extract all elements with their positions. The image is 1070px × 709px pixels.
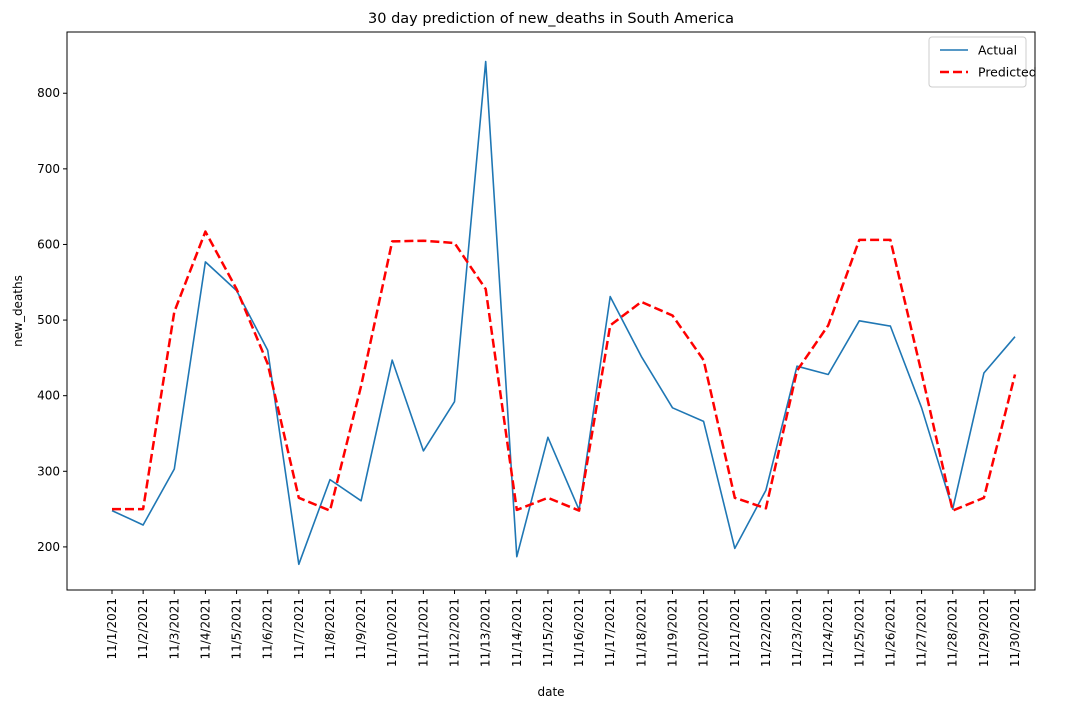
x-tick-label: 11/22/2021 bbox=[759, 598, 773, 667]
x-tick-label: 11/16/2021 bbox=[572, 598, 586, 667]
x-tick-label: 11/26/2021 bbox=[883, 598, 897, 667]
y-tick-label: 500 bbox=[37, 313, 60, 327]
x-tick-label: 11/30/2021 bbox=[1008, 598, 1022, 667]
series-line-actual bbox=[111, 60, 1016, 566]
x-tick-label: 11/4/2021 bbox=[198, 598, 212, 660]
y-axis: 200 300 400 500 600 700 800 bbox=[37, 86, 67, 554]
x-tick-label: 11/18/2021 bbox=[634, 598, 648, 667]
x-tick-label: 11/27/2021 bbox=[915, 598, 929, 667]
x-tick-label: 11/17/2021 bbox=[603, 598, 617, 667]
series-line-predicted bbox=[112, 230, 1017, 512]
x-tick-label: 11/20/2021 bbox=[697, 598, 711, 667]
y-tick-label: 700 bbox=[37, 162, 60, 176]
x-tick-label: 11/14/2021 bbox=[510, 598, 524, 667]
x-tick-label: 11/21/2021 bbox=[728, 598, 742, 667]
x-tick-label: 11/28/2021 bbox=[946, 598, 960, 667]
y-tick-label: 300 bbox=[37, 464, 60, 478]
y-axis-title: new_deaths bbox=[11, 275, 25, 347]
y-tick-label: 600 bbox=[37, 237, 60, 251]
x-tick-label: 11/2/2021 bbox=[136, 598, 150, 660]
x-tick-label: 11/8/2021 bbox=[323, 598, 337, 660]
x-tick-label: 11/24/2021 bbox=[821, 598, 835, 667]
legend-label-predicted: Predicted bbox=[978, 65, 1037, 80]
legend-label-actual: Actual bbox=[978, 43, 1017, 58]
plot-frame bbox=[66, 31, 1036, 591]
x-axis: 11/1/2021 11/2/2021 11/3/2021 11/4/2021 11/5… bbox=[105, 590, 1022, 667]
x-tick-label: 11/11/2021 bbox=[416, 598, 430, 667]
x-tick-label: 11/12/2021 bbox=[448, 598, 462, 667]
x-tick-label: 11/10/2021 bbox=[385, 598, 399, 667]
x-tick-label: 11/19/2021 bbox=[665, 598, 679, 667]
x-tick-label: 11/6/2021 bbox=[261, 598, 275, 660]
x-tick-label: 11/13/2021 bbox=[479, 598, 493, 667]
x-tick-label: 11/9/2021 bbox=[354, 598, 368, 660]
x-tick-label: 11/23/2021 bbox=[790, 598, 804, 667]
x-tick-label: 11/29/2021 bbox=[977, 598, 991, 667]
x-tick-label: 11/25/2021 bbox=[852, 598, 866, 667]
chart-title: 30 day prediction of new_deaths in South… bbox=[368, 11, 734, 27]
series-lines bbox=[111, 60, 1017, 566]
y-tick-label: 800 bbox=[37, 86, 60, 100]
x-tick-label: 11/1/2021 bbox=[105, 598, 119, 660]
y-tick-label: 200 bbox=[37, 540, 60, 554]
x-tick-label: 11/5/2021 bbox=[230, 598, 244, 660]
y-tick-label: 400 bbox=[37, 389, 60, 403]
legend: Actual Predicted bbox=[928, 36, 1037, 88]
x-tick-label: 11/7/2021 bbox=[292, 598, 306, 660]
x-tick-label: 11/15/2021 bbox=[541, 598, 555, 667]
x-tick-label: 11/3/2021 bbox=[167, 598, 181, 660]
x-axis-title: date bbox=[537, 685, 564, 699]
